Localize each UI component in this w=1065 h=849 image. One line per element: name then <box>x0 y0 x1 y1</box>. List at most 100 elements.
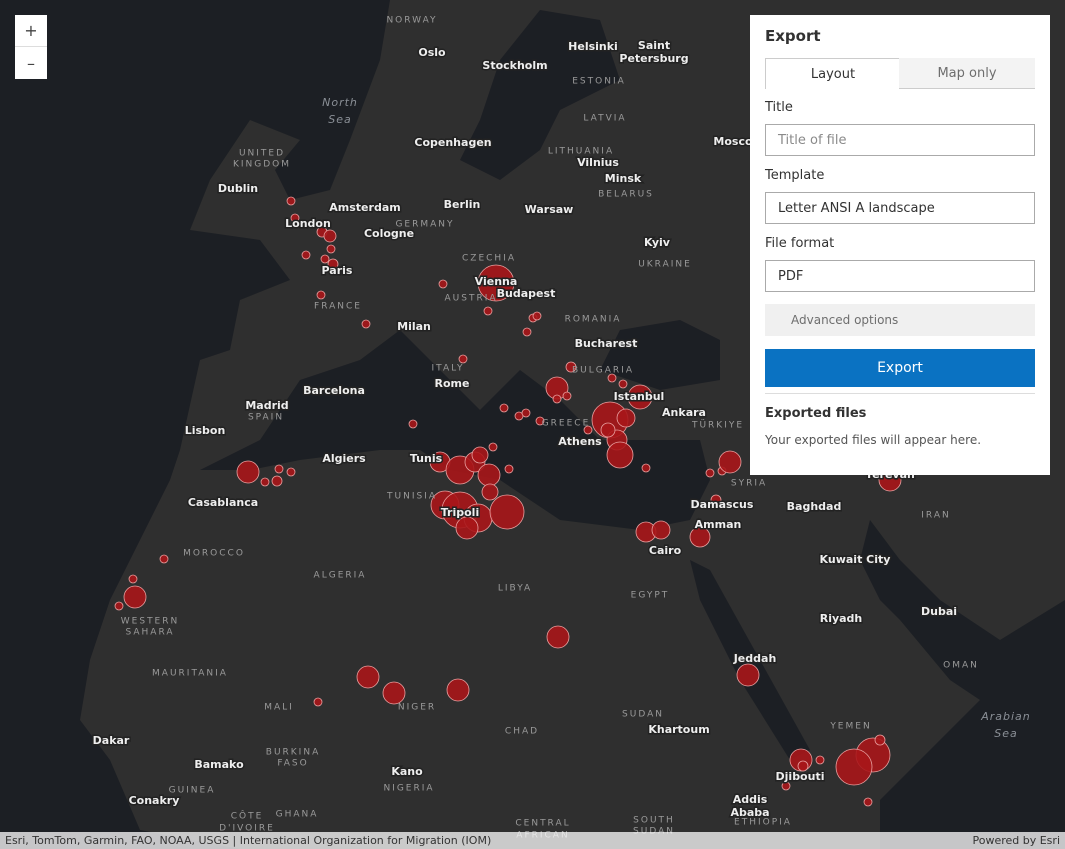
city-label: Amsterdam <box>329 201 400 214</box>
region-label: LITHUANIA <box>548 147 614 157</box>
field-label: File format <box>765 236 835 251</box>
point <box>797 760 809 772</box>
field-label: Template <box>765 168 825 183</box>
incident-points <box>114 196 902 807</box>
arabian-sea <box>860 520 1065 849</box>
point <box>236 460 260 484</box>
city-label: Saint <box>638 39 670 52</box>
region-label: SOUTH <box>633 816 675 826</box>
point <box>562 391 572 401</box>
template-select[interactable]: Letter ANSI A landscape <box>765 192 1035 224</box>
export-button[interactable]: Export <box>765 349 1035 387</box>
region-label: GERMANY <box>395 220 454 230</box>
city-label: Amman <box>695 518 742 531</box>
point <box>128 574 138 584</box>
region-label: ROMANIA <box>565 315 622 325</box>
point <box>327 258 339 270</box>
city-label: Lisbon <box>185 424 226 437</box>
city-label: Minsk <box>605 172 642 185</box>
export-panel: Export Layout Map only Title Title of fi… <box>750 15 1050 475</box>
city-label: Helsinki <box>568 40 618 53</box>
region-label: ESTONIA <box>572 77 626 87</box>
city-label: Tunis <box>410 452 443 465</box>
city-label: Mosco <box>713 135 753 148</box>
point <box>123 585 147 609</box>
region-label: SUDAN <box>622 710 664 720</box>
region-label: BELARUS <box>598 190 654 200</box>
region-label: CENTRAL <box>515 819 570 829</box>
city-label: Algiers <box>322 452 366 465</box>
point <box>438 279 448 289</box>
point <box>710 494 722 506</box>
point <box>583 425 593 435</box>
region-label: OMAN <box>943 661 979 671</box>
format-select[interactable]: PDF <box>765 260 1035 292</box>
region-label: FRANCE <box>314 302 362 312</box>
point <box>313 697 323 707</box>
region-label: GREECE <box>542 419 591 429</box>
city-label: Damascus <box>691 498 754 511</box>
point <box>651 520 671 540</box>
region-label: YEMEN <box>829 722 871 732</box>
city-label: Milan <box>397 320 431 333</box>
region-label: EGYPT <box>631 591 670 601</box>
region-label: SPAIN <box>248 413 284 423</box>
powered-by: Powered by Esri <box>972 834 1060 847</box>
sea-label: North <box>322 96 358 109</box>
city-label: Warsaw <box>525 203 574 216</box>
point <box>301 250 311 260</box>
point <box>535 416 545 426</box>
city-label: Tripoli <box>441 506 479 519</box>
atlantic <box>0 0 390 849</box>
point <box>271 475 283 487</box>
region-label: NORWAY <box>386 16 437 26</box>
point <box>600 422 616 438</box>
zoom-in[interactable]: + <box>15 15 47 47</box>
point <box>499 403 509 413</box>
city-label: Cologne <box>364 227 414 240</box>
point <box>546 625 570 649</box>
region-label: ITALY <box>432 364 465 374</box>
point <box>705 468 715 478</box>
point <box>382 681 406 705</box>
point <box>481 483 499 501</box>
sea-label: Sea <box>328 113 352 126</box>
city-label: Berlin <box>444 198 481 211</box>
point <box>781 781 791 791</box>
point <box>689 526 711 548</box>
sea-label: Sea <box>994 727 1018 740</box>
region-label: UKRAINE <box>638 260 692 270</box>
region-label: AUSTRIA <box>444 294 497 304</box>
tab-map-only[interactable]: Map only <box>899 58 1035 89</box>
region-label: GHANA <box>276 810 319 820</box>
point <box>323 229 337 243</box>
point <box>286 196 296 206</box>
city-label: Riyadh <box>820 612 863 625</box>
exported-heading: Exported files <box>765 406 867 421</box>
region-label: MAURITANIA <box>152 669 228 679</box>
city-label: Istanbul <box>614 390 665 403</box>
point <box>618 379 628 389</box>
black-sea <box>600 320 720 390</box>
region-label: LATVIA <box>583 114 626 124</box>
title-input[interactable]: Title of file <box>765 124 1035 156</box>
region-label: SUDAN <box>633 827 675 837</box>
baltic <box>460 10 620 180</box>
city-label: Vilnius <box>577 156 619 169</box>
region-label: ETHIOPIA <box>734 818 792 828</box>
city-label: Oslo <box>418 46 446 59</box>
region-label: ALGERIA <box>314 571 367 581</box>
city-label: Kyiv <box>644 236 671 249</box>
region-label: NIGERIA <box>383 784 434 794</box>
city-label: Cairo <box>649 544 682 557</box>
tab-layout[interactable]: Layout <box>765 58 901 89</box>
city-label: Baghdad <box>787 500 842 513</box>
advanced-options[interactable]: Advanced options <box>765 304 1035 336</box>
point <box>863 797 873 807</box>
zoom-out[interactable]: – <box>15 47 47 79</box>
city-label: Rome <box>435 377 470 390</box>
point <box>477 463 501 487</box>
field-label: Title <box>765 100 793 115</box>
